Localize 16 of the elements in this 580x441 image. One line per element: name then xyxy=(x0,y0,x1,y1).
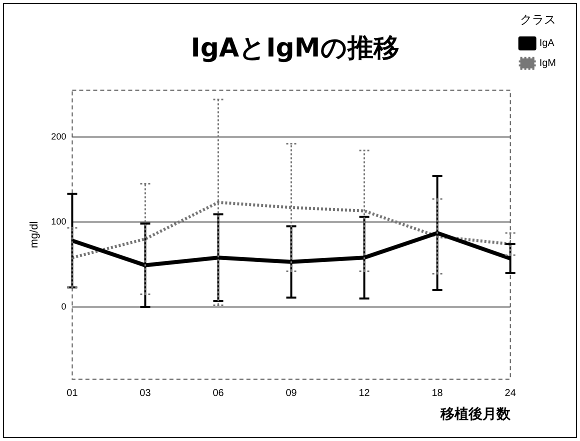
x-tick-label: 06 xyxy=(212,388,224,399)
chart-title: IgAとIgMの推移 xyxy=(190,33,400,64)
legend-title: クラス xyxy=(520,12,556,26)
x-tick-label: 01 xyxy=(66,388,78,399)
x-tick-label: 12 xyxy=(358,388,370,399)
legend-label: IgA xyxy=(539,38,555,50)
y-axis-title: mg/dl xyxy=(28,221,41,248)
x-tick-label: 03 xyxy=(140,388,152,399)
y-tick-label: 100 xyxy=(51,216,66,226)
x-tick-label: 24 xyxy=(504,388,516,399)
legend-label: IgM xyxy=(539,58,556,70)
x-tick-label: 09 xyxy=(286,388,298,399)
y-tick-label: 0 xyxy=(61,301,66,312)
x-tick-label: 18 xyxy=(432,388,444,399)
x-axis-title: 移植後月数 xyxy=(439,405,512,422)
y-tick-label: 200 xyxy=(51,131,66,142)
